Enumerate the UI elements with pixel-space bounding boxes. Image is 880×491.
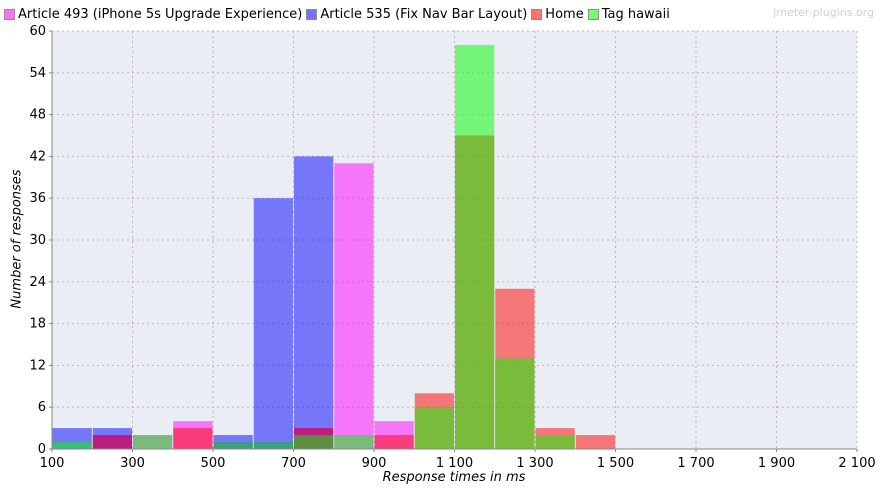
x-tick-label: 1 500 [597,456,634,471]
x-tick-label: 700 [281,456,306,471]
histogram-bar [173,428,213,449]
histogram-bar [455,44,495,449]
histogram-bar [92,435,132,449]
legend-item: Home [531,6,584,22]
x-tick-label: 1 300 [516,456,553,471]
legend-swatch [587,8,599,20]
x-tick-label: 100 [40,456,65,471]
histogram-bar [575,435,615,449]
legend-swatch [306,8,318,20]
histogram-bar [535,435,575,449]
histogram-bar [495,358,535,449]
y-tick-label: 36 [29,191,46,206]
chart-legend: Article 493 (iPhone 5s Upgrade Experienc… [4,5,674,23]
histogram-bar [133,435,173,449]
legend-item: Article 535 (Fix Nav Bar Layout) [306,7,527,22]
histogram-bar [253,198,293,449]
y-tick-label: 42 [29,149,46,164]
watermark-text: jmeter-plugins.org [773,6,874,19]
y-tick-label: 48 [29,108,46,123]
histogram-bar [52,442,92,449]
x-tick-label: 1 700 [677,456,714,471]
y-tick-label: 24 [29,275,46,290]
y-tick-label: 60 [29,24,46,39]
legend-item: Article 493 (iPhone 5s Upgrade Experienc… [4,7,302,22]
histogram-bar [253,442,293,449]
legend-label: Article 493 (iPhone 5s Upgrade Experienc… [18,6,303,22]
y-tick-label: 6 [38,400,46,415]
histogram-bar [294,435,334,449]
y-tick-label: 30 [29,233,46,248]
legend-label: Article 535 (Fix Nav Bar Layout) [320,6,528,22]
x-axis-label: Response times in ms [382,470,526,485]
y-tick-label: 0 [38,442,46,457]
histogram-bar [374,435,414,449]
legend-item: Tag hawaii [587,6,670,22]
y-tick-label: 18 [29,317,46,332]
x-tick-label: 1 900 [758,456,795,471]
histogram-bar [334,163,374,449]
x-tick-label: 500 [201,456,226,471]
legend-label: Home [545,6,584,22]
legend-label: Tag hawaii [601,6,670,22]
y-tick-label: 12 [29,358,46,373]
histogram-bar [213,442,253,449]
legend-swatch [4,8,15,20]
x-tick-label: 300 [120,456,145,471]
histogram-bar [414,407,454,449]
x-tick-label: 2 100 [838,456,875,471]
y-tick-label: 54 [29,66,46,81]
x-tick-label: 1 100 [436,456,473,471]
legend-swatch [531,8,543,20]
histogram-bar [334,435,374,449]
histogram-bar [294,156,334,449]
x-tick-label: 900 [362,456,387,471]
